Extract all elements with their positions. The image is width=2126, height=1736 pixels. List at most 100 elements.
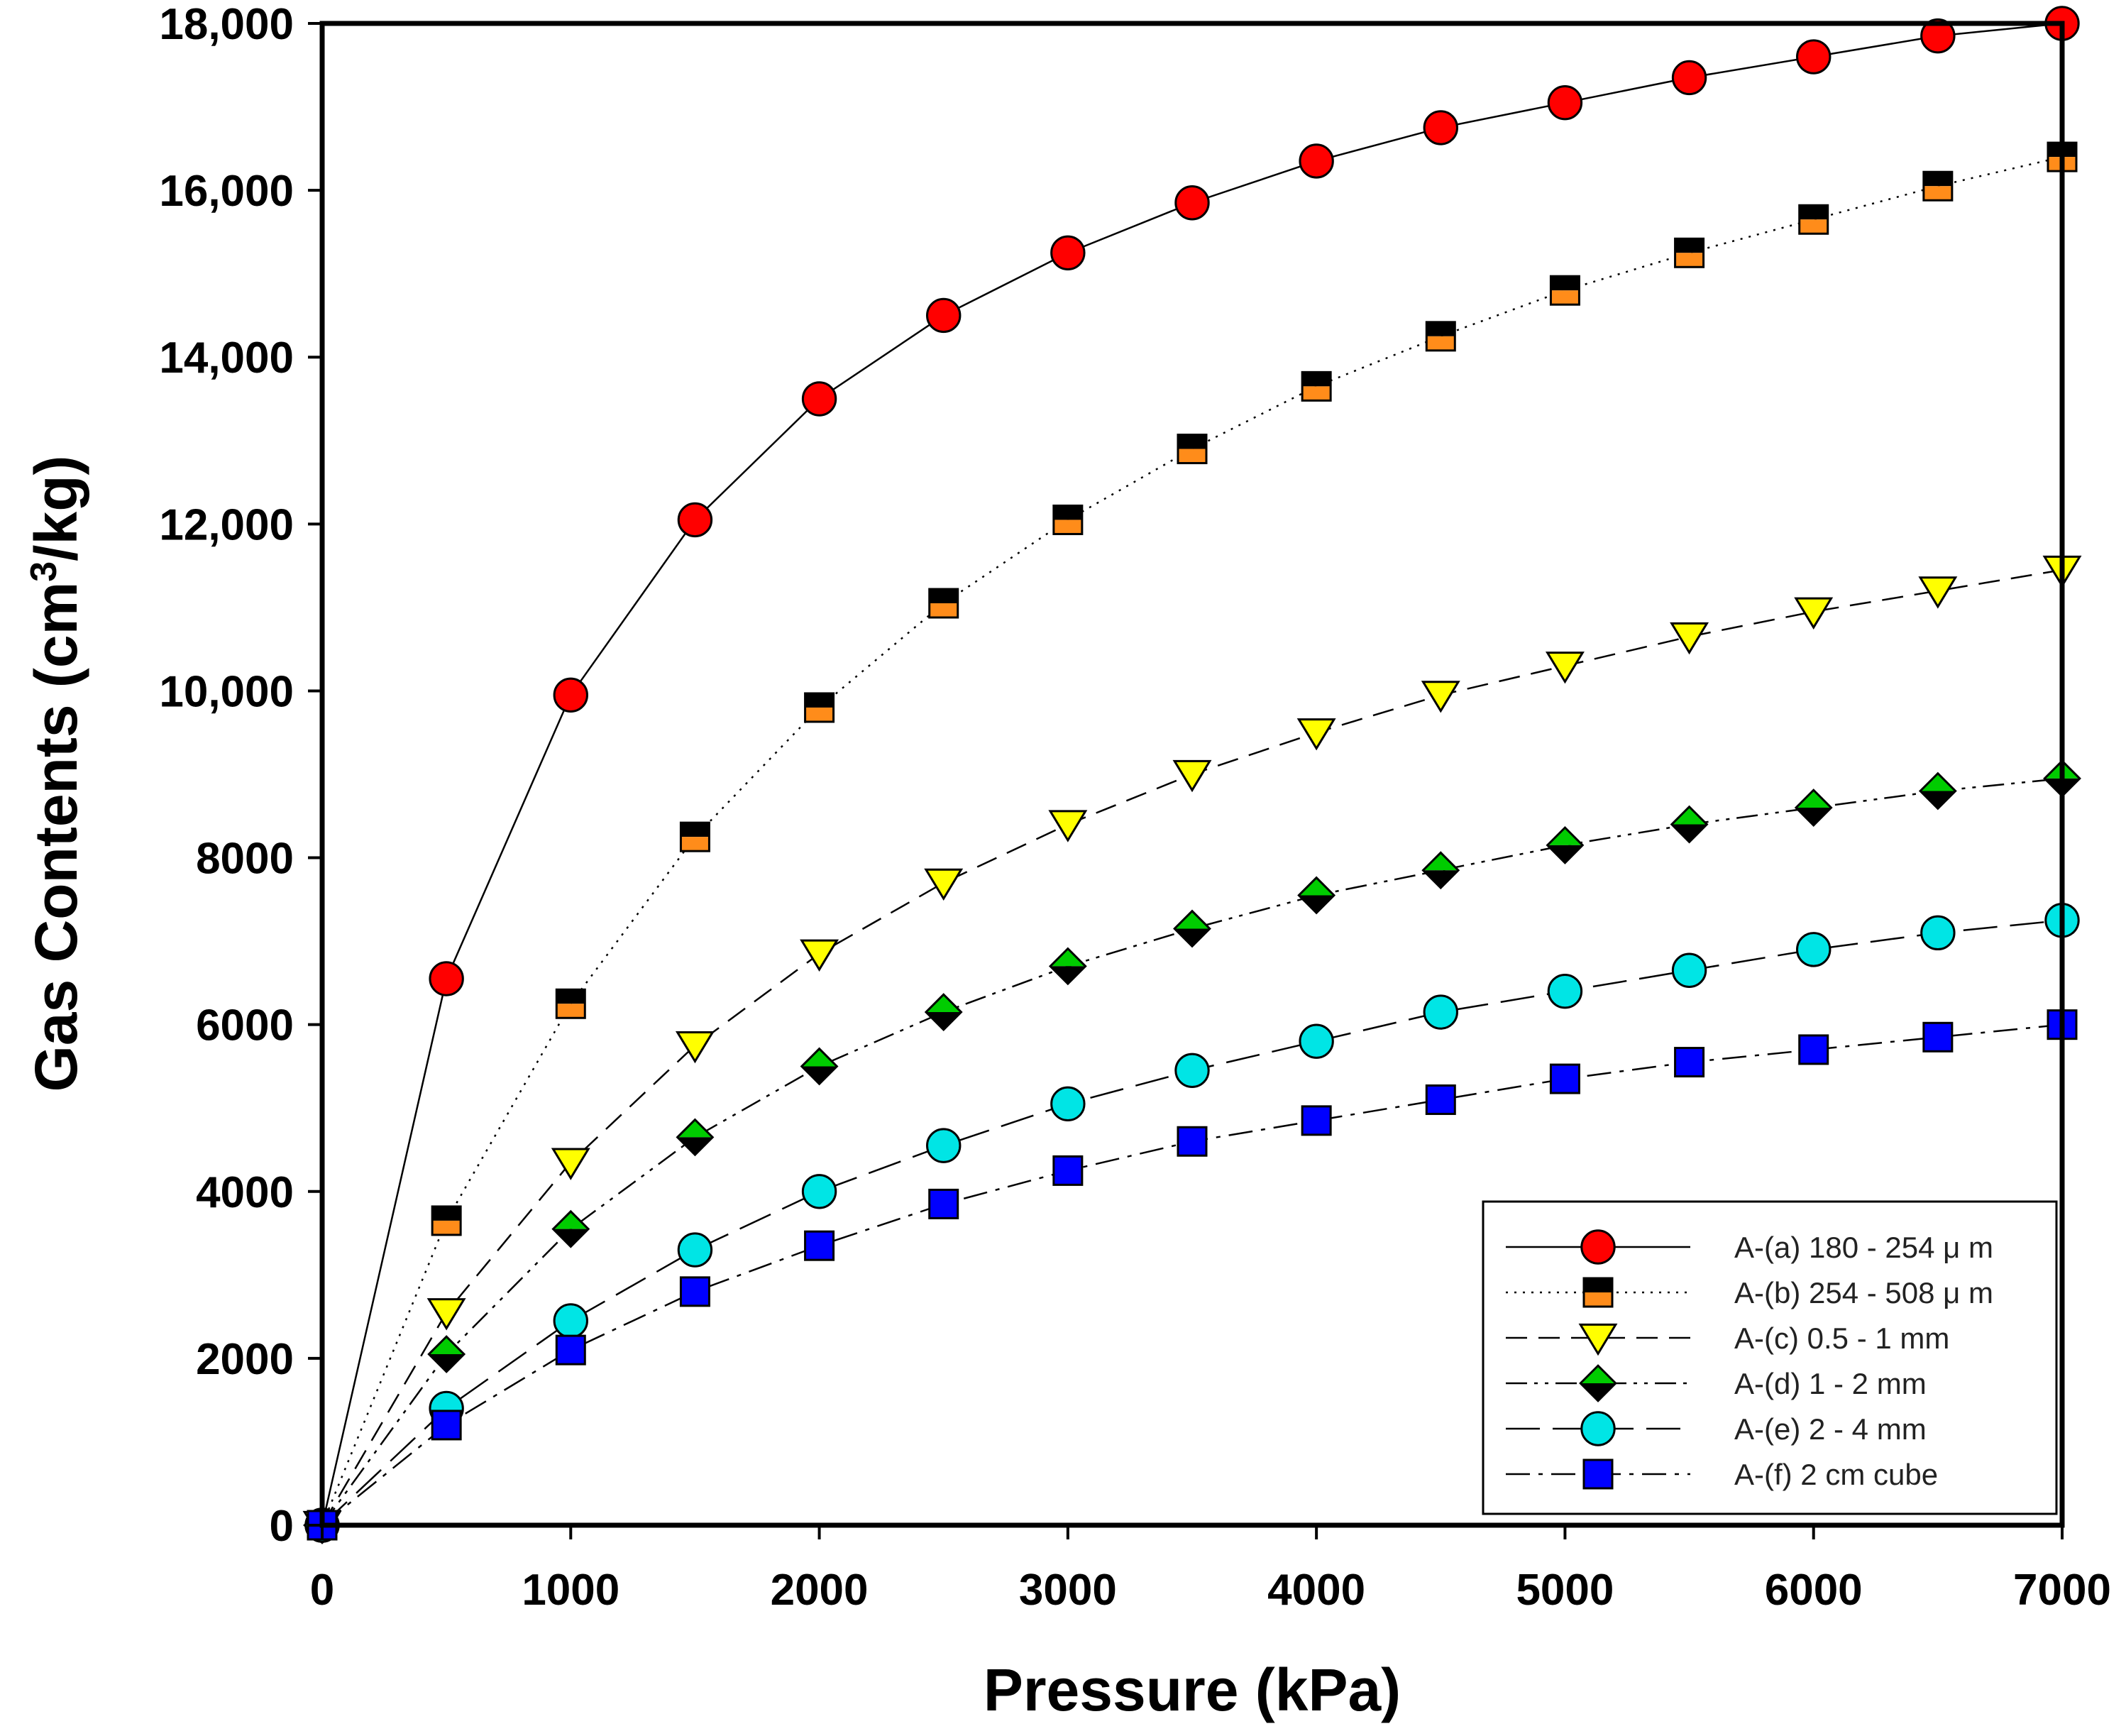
y-axis-title-superscript: 3 [23,561,65,582]
series-3-point-13-bottom [1920,791,1956,809]
series-4-point-3 [677,1232,713,1268]
legend-label-3: A-(d) 1 - 2 mm [1734,1367,1927,1400]
legend-marker-1-top [1584,1278,1612,1292]
series-5-point-1 [431,1410,462,1441]
series-3-point-13 [1918,771,1957,811]
series-2-point-1 [426,1298,466,1331]
series-1-point-7-top [1178,434,1206,449]
series-1-point-10-top [1551,276,1580,291]
series-2-point-11 [1670,622,1709,655]
series-5-point-7 [1177,1126,1208,1157]
y-tick-label-7: 14,000 [159,334,294,383]
series-3-point-2 [551,1209,590,1248]
series-1-point-11-top [1675,238,1704,253]
series-1-point-11-bottom [1675,253,1704,268]
series-2-point-12 [1794,597,1834,630]
series-5-point-6 [1052,1155,1084,1186]
series-3-point-5-bottom [925,1012,962,1030]
series-0-point-2 [553,677,588,713]
series-1-point-8-top [1302,372,1331,387]
series-1-point-8-border [1301,370,1332,402]
y-tick-label-8: 16,000 [159,167,294,216]
series-1-point-3-border [679,821,710,852]
x-tick-label-2: 2000 [771,1566,869,1615]
series-3-point-3-border [676,1118,715,1157]
series-1-point-11 [1674,237,1705,268]
series-1-point-6 [1052,504,1084,535]
series-3-point-5-border [924,993,963,1031]
y-axis-ticks: 0 2000 4000 6000 8000 10,000 12,000 14,000 16,00… [159,0,322,1551]
series-3-point-11-bottom [1671,824,1707,842]
series-1-point-6-bottom [1053,520,1082,534]
series-1-point-1-border [431,1205,462,1236]
y-tick-label-2: 4000 [196,1168,294,1217]
series-1-line [321,155,2063,1526]
series-1-point-10 [1549,275,1580,306]
series-3-point-6-border [1048,947,1087,986]
series-2-point-10 [1545,652,1585,684]
series-3-point-3 [676,1118,715,1157]
y-tick-label-3: 6000 [196,1001,294,1050]
series-4-point-10 [1547,973,1583,1009]
x-axis-ticks: 0 1000 2000 3000 4000 5000 6000 7000 [310,1525,2111,1615]
x-tick-label-1: 1000 [522,1566,619,1615]
x-tick-label-0: 0 [310,1566,334,1615]
y-tick-label-5: 10,000 [159,667,294,716]
series-1-point-3-top [681,823,710,837]
series-4-point-6 [1050,1086,1086,1122]
series-3-point-10-bottom [1547,845,1583,863]
series-1-point-2 [555,988,586,1019]
series-3-point-7-top [1174,911,1210,929]
series-3-point-6-bottom [1050,966,1086,984]
series-1-point-6-border [1052,504,1084,535]
series-4-point-11 [1671,952,1707,988]
series-0-point-5 [926,297,962,334]
series-3-point-8 [1297,876,1336,915]
series-3-point-12-border [1794,789,1833,827]
series-3-point-13-border [1918,771,1957,811]
series-1-point-10-bottom [1551,290,1580,305]
series-1-point-4-border [804,692,835,723]
legend-entry-1: A-(b) 254 - 508 μ m [1506,1276,1993,1309]
series-4-point-5 [926,1128,962,1163]
series-3-point-3-top [677,1119,713,1138]
series-0 [304,6,2080,1543]
series-1-point-12-top [1799,205,1828,220]
series-0-point-3 [677,502,713,538]
series-3-point-2-border [551,1209,590,1248]
series-1-point-13-border [1922,170,1954,202]
series-2-point-8 [1296,718,1336,751]
series-2-point-3 [675,1031,715,1064]
series-3-point-9-border [1421,851,1460,890]
series-1-point-5-border [928,588,959,619]
series-1-point-12-bottom [1799,219,1828,234]
series-3-point-2-top [553,1211,589,1229]
series-1-point-4-bottom [805,707,834,722]
legend-entry-5: A-(f) 2 cm cube [1506,1458,1938,1491]
series-0-point-8 [1299,143,1334,179]
series-3-point-3-bottom [677,1137,713,1155]
series-3-point-8-border [1297,876,1336,915]
legend-marker-1 [1582,1277,1614,1308]
series-3-point-5-top [925,994,962,1013]
series-2-point-9 [1421,681,1460,713]
legend-label-0: A-(a) 180 - 254 μ m [1734,1231,1993,1264]
legend-marker-3-border [1579,1364,1617,1402]
series-3-point-9 [1421,851,1460,890]
plot-layer [302,6,2082,1544]
plot-frame [319,21,2065,1528]
series-1-point-6-top [1053,505,1082,520]
legend-marker-5 [1582,1458,1614,1490]
x-tick-label-3: 3000 [1019,1566,1117,1615]
legend-entry-2: A-(c) 0.5 - 1 mm [1506,1322,1949,1356]
legend-label-1: A-(b) 254 - 508 μ m [1734,1276,1993,1309]
series-2-point-6 [1048,810,1088,842]
series-1-point-2-border [555,988,586,1019]
series-3-point-8-top [1299,877,1334,896]
series-3-point-1-top [429,1336,464,1355]
series-3-point-10-border [1546,826,1585,864]
series-4-point-7 [1174,1053,1210,1089]
legend-marker-1-bottom [1584,1292,1612,1307]
legend-label-4: A-(e) 2 - 4 mm [1734,1412,1927,1446]
